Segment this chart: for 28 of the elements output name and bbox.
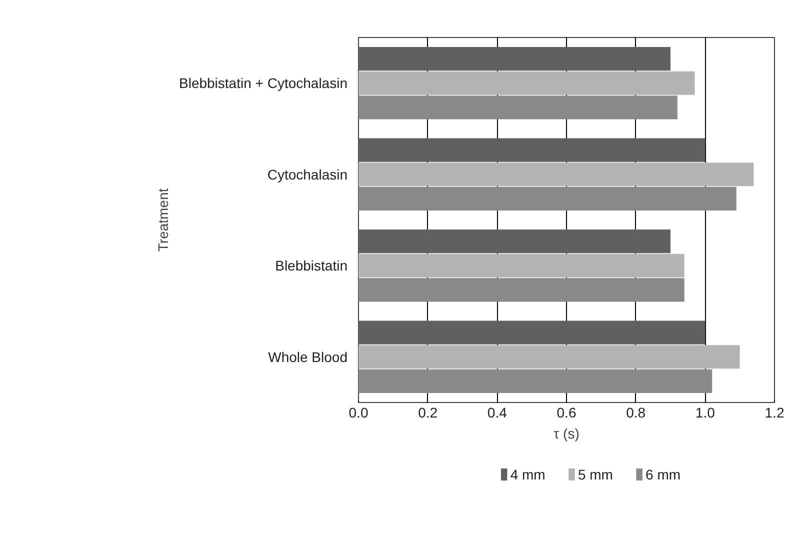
y-tick-label: Cytochalasin [267, 166, 348, 182]
bar [358, 96, 678, 120]
bar [358, 320, 706, 344]
x-tick-label: 0.0 [348, 404, 368, 420]
bar [358, 229, 670, 254]
y-axis-title: Treatment [155, 188, 172, 252]
bar [358, 369, 712, 394]
bar [358, 162, 754, 186]
y-tick-label: Whole Blood [268, 348, 348, 365]
bar [358, 254, 684, 278]
bar [358, 138, 706, 162]
legend-label: 4 mm [510, 466, 546, 482]
y-tick-label: Blebbistatin [275, 258, 348, 274]
legend-label: 5 mm [578, 466, 613, 482]
x-tick-label: 0.4 [487, 404, 508, 420]
x-axis-title: τ (s) [554, 426, 580, 442]
bar [358, 46, 670, 71]
legend-label: 6 mm [646, 466, 681, 482]
x-tick-label: 0.6 [556, 404, 576, 420]
bar [358, 345, 740, 369]
bar [358, 71, 695, 95]
x-tick-label: 1.0 [695, 404, 716, 420]
bar [358, 278, 684, 302]
bar [358, 186, 736, 211]
x-tick-label: 0.2 [418, 404, 438, 420]
x-tick-label: 0.8 [626, 404, 646, 420]
y-tick-label: Blebbistatin + Cytochalasin [179, 75, 348, 92]
x-tick-label: 1.2 [764, 404, 784, 420]
